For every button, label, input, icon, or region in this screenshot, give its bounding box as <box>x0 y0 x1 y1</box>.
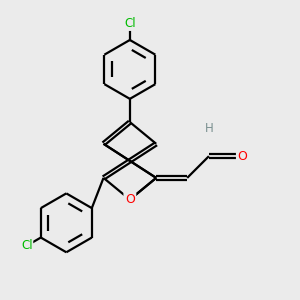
Text: Cl: Cl <box>124 17 136 30</box>
Text: O: O <box>125 193 135 206</box>
Text: O: O <box>237 150 247 163</box>
Text: Cl: Cl <box>21 239 33 252</box>
Text: H: H <box>205 122 213 135</box>
